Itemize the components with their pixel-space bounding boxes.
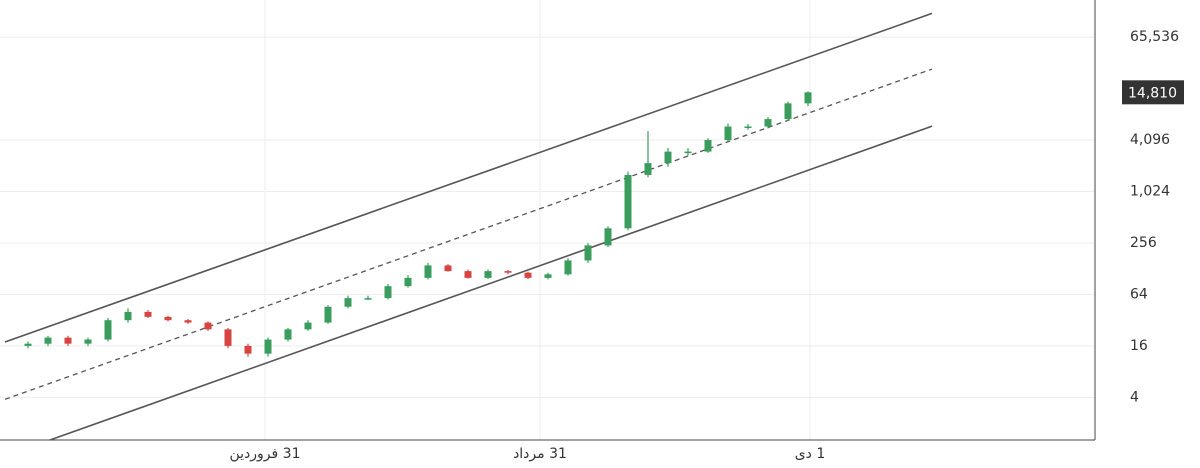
candle-body	[424, 265, 432, 278]
channel-line	[49, 125, 933, 441]
candle-body	[784, 103, 792, 120]
y-tick-label: 256	[1130, 235, 1157, 251]
y-tick-label: 16	[1130, 338, 1148, 354]
candle-body	[104, 320, 112, 340]
candle-body	[144, 311, 152, 317]
candle-body	[184, 320, 192, 323]
candle-body	[644, 163, 652, 175]
candle-body	[284, 329, 292, 340]
candle-body	[124, 311, 132, 321]
candle-body	[264, 339, 272, 354]
candle-body	[44, 337, 52, 344]
candle-body	[804, 92, 812, 104]
candle-body	[764, 119, 772, 127]
candle-body	[364, 298, 372, 300]
candle-body	[24, 343, 32, 346]
candle-body	[524, 272, 532, 278]
candle-body	[84, 339, 92, 344]
candle-body	[684, 151, 692, 154]
candle-body	[224, 329, 232, 346]
candle-body	[244, 345, 252, 354]
y-tick-label: 4,096	[1130, 132, 1170, 148]
candle-body	[64, 337, 72, 344]
candle-body	[564, 260, 572, 275]
candle-body	[724, 126, 732, 141]
x-tick-label: 31 فروردین	[229, 446, 300, 462]
candle-body	[484, 271, 492, 278]
candle-body	[704, 140, 712, 152]
candle-body	[384, 286, 392, 299]
y-tick-label: 64	[1130, 286, 1148, 302]
candle-body	[604, 228, 612, 246]
candle-body	[164, 316, 172, 321]
candle-body	[204, 322, 212, 330]
candle-body	[624, 174, 632, 229]
candle-body	[444, 265, 452, 272]
candle-body	[504, 271, 512, 273]
last-price-box	[1122, 80, 1184, 105]
channel-line	[4, 68, 933, 400]
candle-body	[464, 271, 472, 278]
x-tick-label: 31 مرداد	[513, 446, 567, 462]
y-tick-label: 65,536	[1130, 29, 1179, 45]
candle-body	[324, 306, 332, 323]
candle-body	[404, 277, 412, 287]
candle-body	[304, 322, 312, 330]
candle-body	[544, 274, 552, 278]
channel-line	[4, 12, 933, 343]
candle-body	[344, 298, 352, 307]
candle-body	[664, 151, 672, 164]
y-tick-label: 4	[1130, 389, 1139, 405]
y-tick-label: 1,024	[1130, 184, 1170, 200]
last-price-label: 14,810	[1128, 85, 1177, 101]
candle-body	[584, 245, 592, 261]
x-tick-label: 1 دی	[795, 446, 826, 462]
candle-body	[744, 126, 752, 128]
